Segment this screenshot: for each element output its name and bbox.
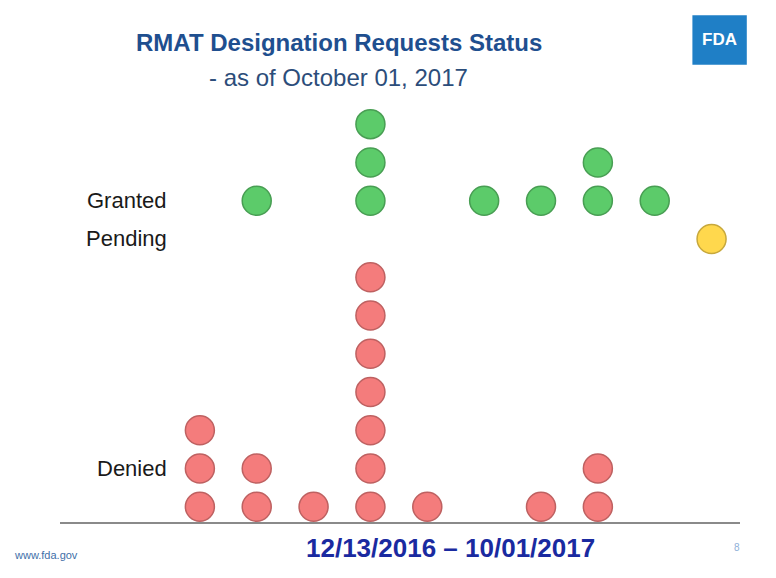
svg-text:RMAT Designation Requests Stat: RMAT Designation Requests Status [136, 29, 542, 56]
svg-text:Denied: Denied [97, 456, 167, 481]
svg-text:FDA: FDA [702, 30, 737, 49]
svg-text:Pending: Pending [86, 226, 167, 251]
svg-text:Granted: Granted [87, 188, 167, 213]
svg-text:www.fda.gov: www.fda.gov [14, 549, 78, 561]
svg-text:- as of October 01, 2017: - as of October 01, 2017 [209, 64, 468, 91]
svg-text:12/13/2016 – 10/01/2017: 12/13/2016 – 10/01/2017 [306, 533, 595, 563]
svg-text:8: 8 [734, 542, 740, 553]
